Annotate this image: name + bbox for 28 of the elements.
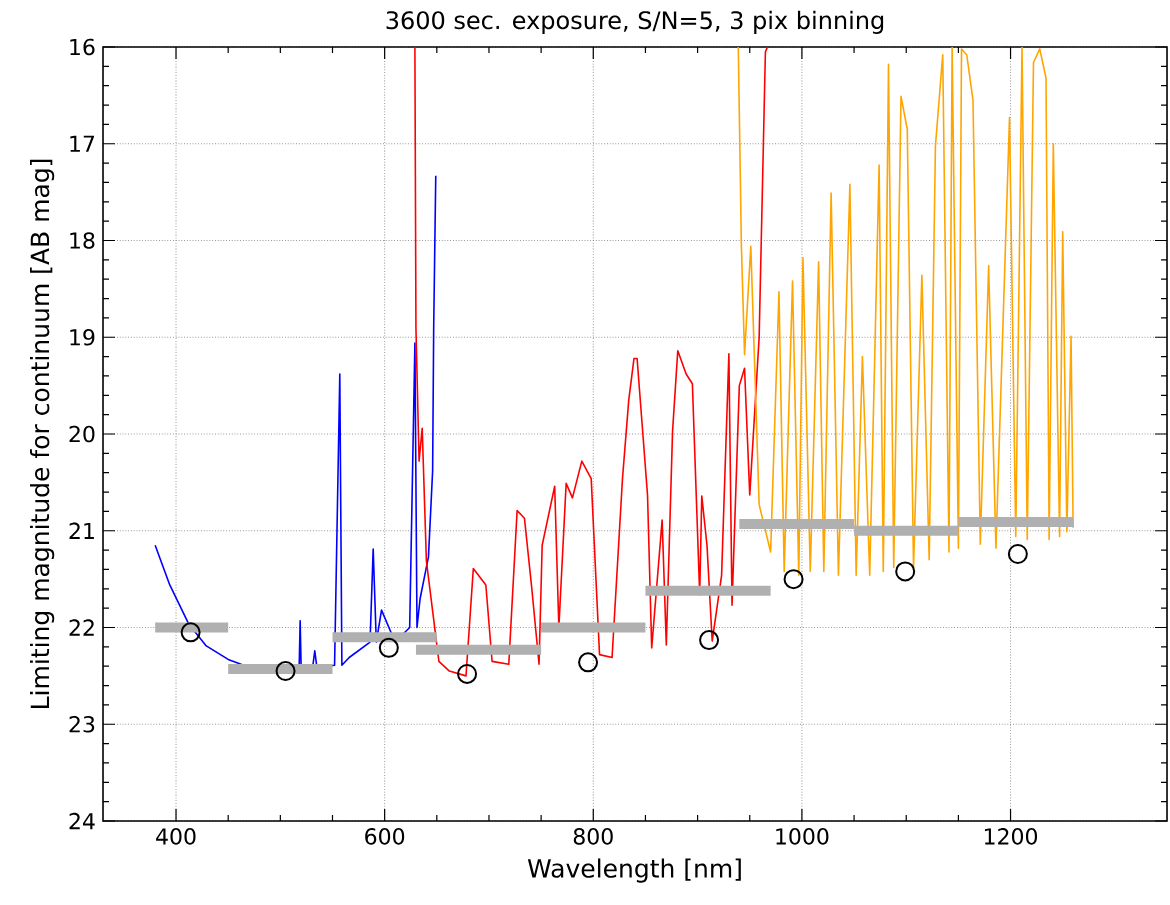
point [457,663,478,684]
y-axis-title: Limiting magnitude for continuum [AB mag] [30,159,55,708]
y-tick-label: 21 [69,522,94,539]
x-tick-label: 1200 [984,828,1038,845]
x-tick-label: 800 [573,828,613,845]
x-tick-label: 1000 [776,828,829,845]
y-tick-label: 17 [70,135,95,152]
x-tick-label: 600 [365,828,405,845]
x-axis-title: Wavelength [nm] [527,858,741,883]
point [275,661,296,682]
point [378,637,399,658]
y-tick-label: 22 [69,619,94,636]
y-tick-label: 19 [70,328,95,346]
line-series [414,47,769,677]
line-series [737,47,1074,577]
chart-title: 3600 sec. exposure, S/N=5, 3 pix binning [386,10,884,34]
y-tick-label: 18 [70,232,95,249]
x-tick-label: 400 [156,828,196,845]
point [180,622,201,643]
point [783,569,804,590]
point [895,561,916,582]
y-tick-label: 16 [70,38,95,56]
point [1007,543,1028,564]
point [699,630,720,651]
y-tick-label: 24 [69,812,95,830]
y-tick-label: 20 [69,425,95,443]
y-tick-label: 23 [69,715,95,733]
point [578,652,599,673]
